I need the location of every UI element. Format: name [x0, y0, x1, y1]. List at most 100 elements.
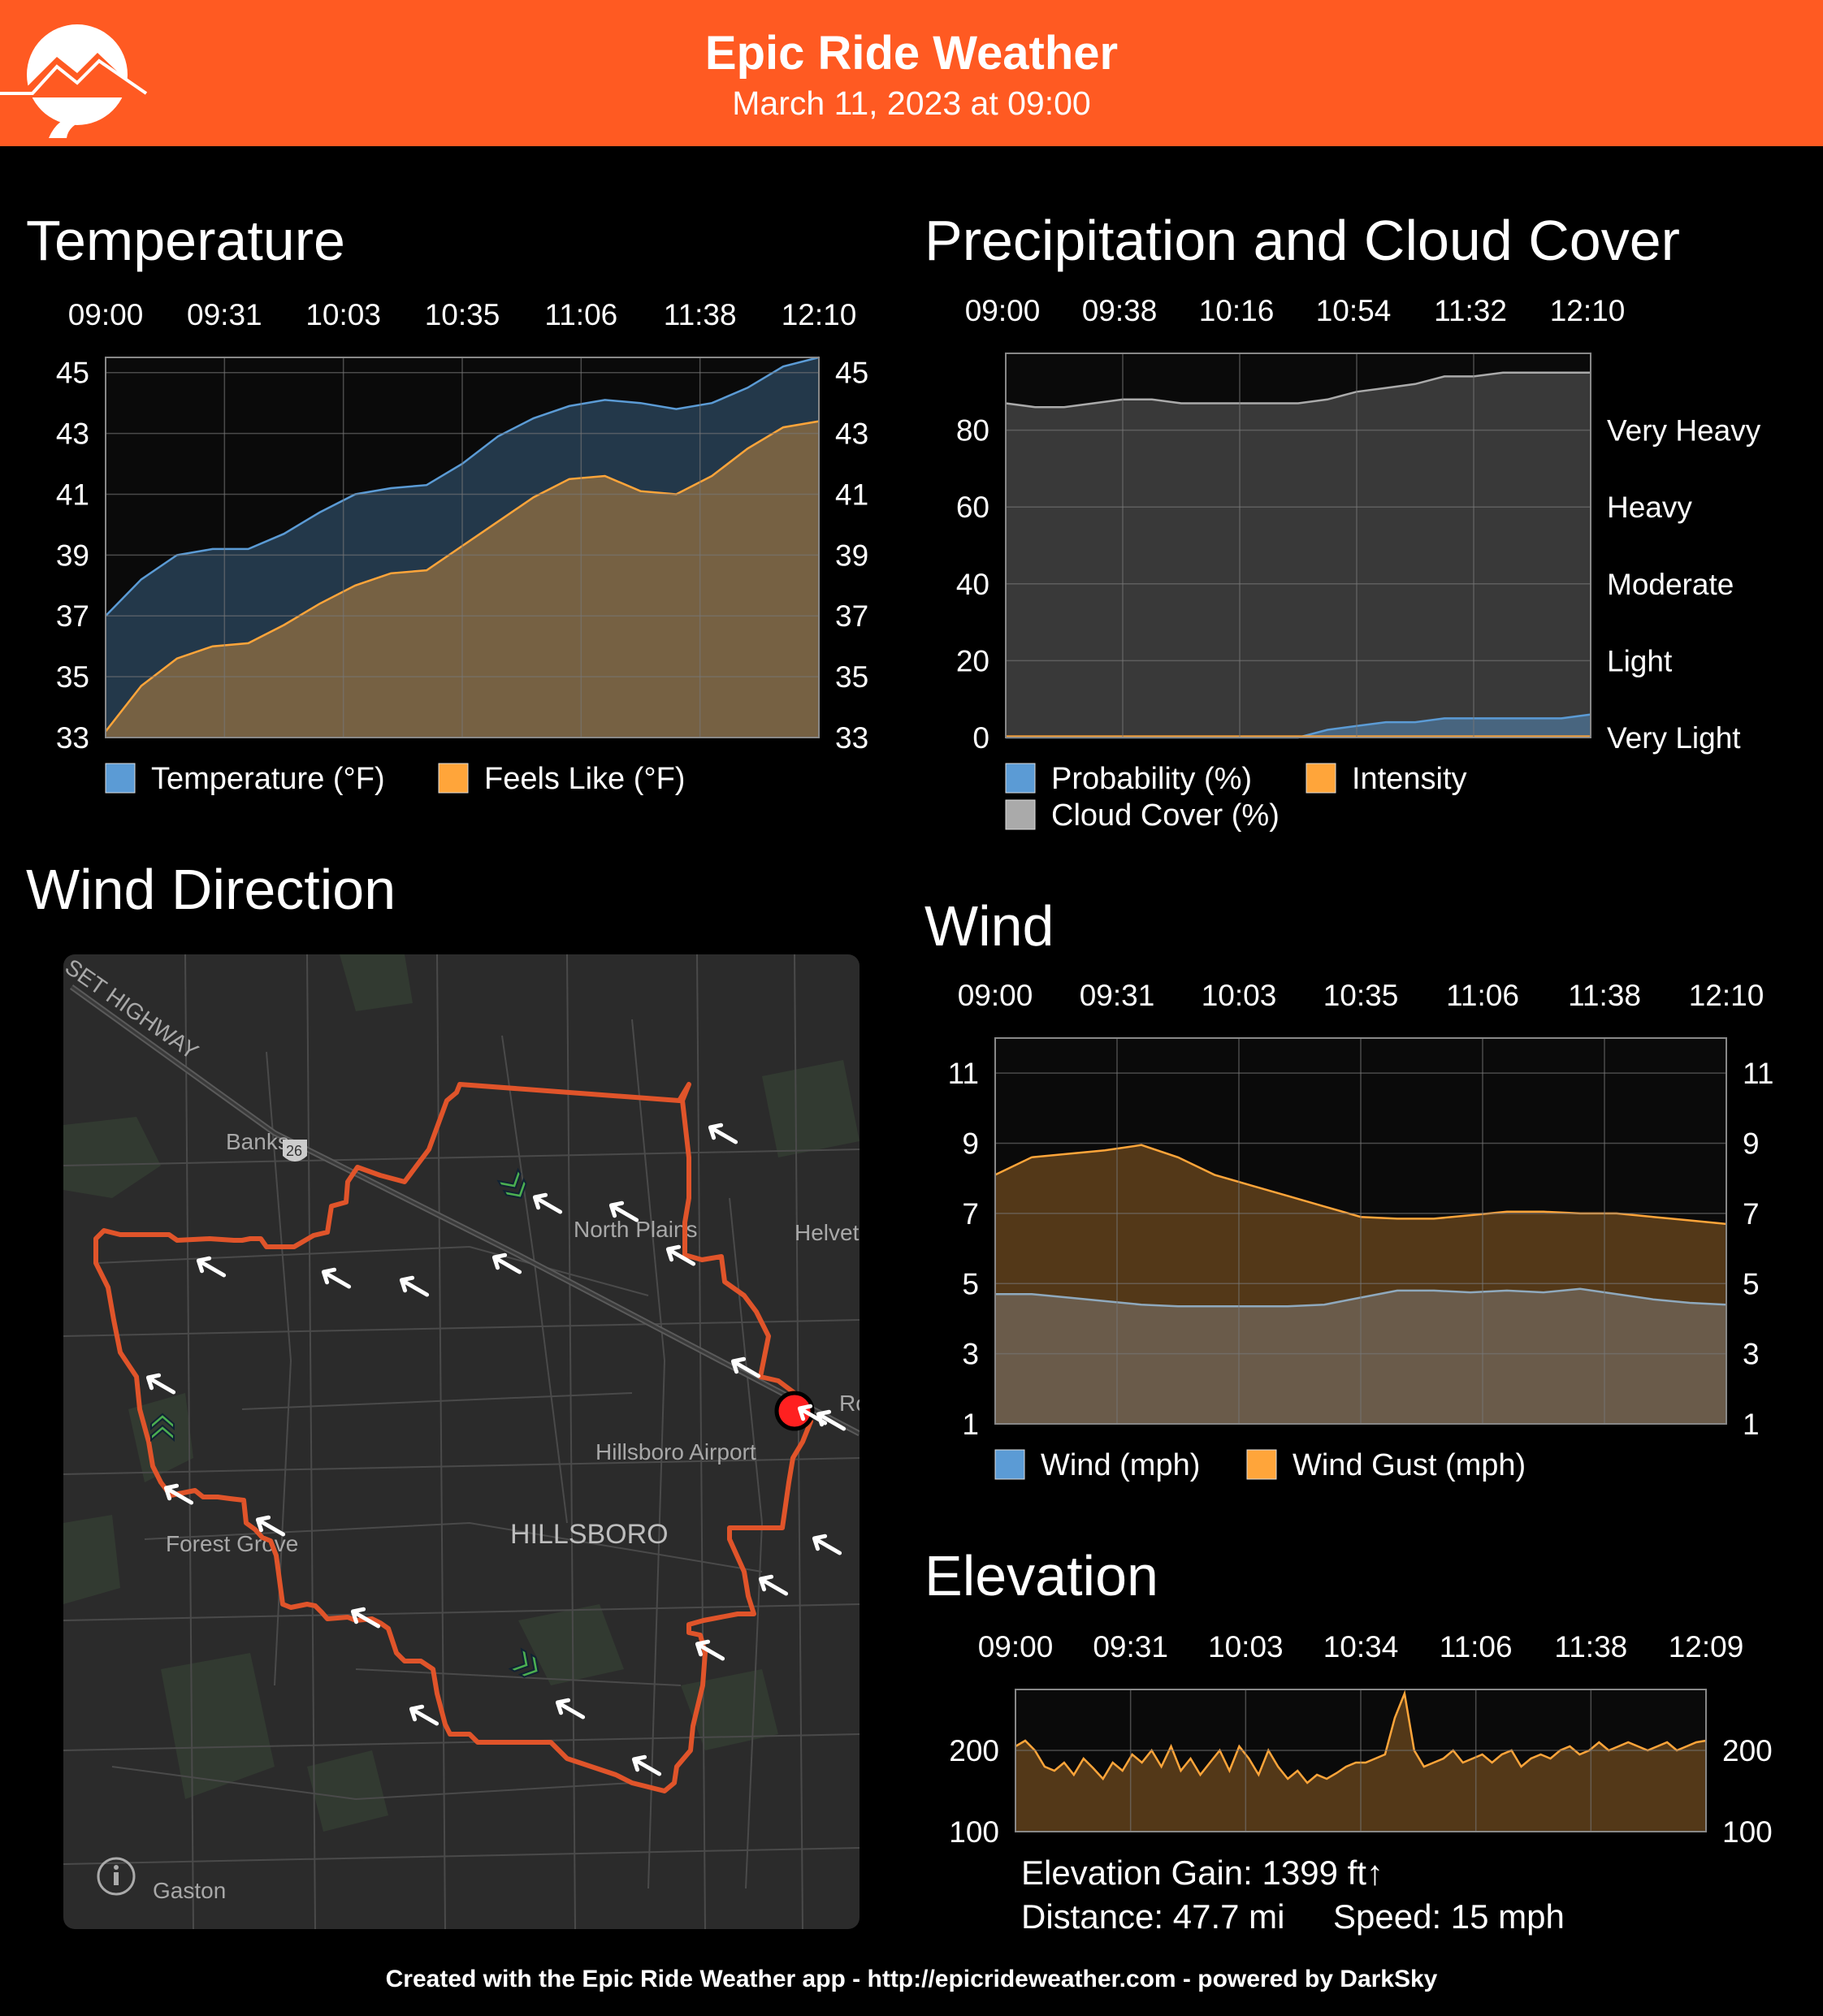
- precipitation-series-2-area: [1006, 372, 1591, 738]
- precipitation-frame: [1005, 353, 1591, 738]
- wind-legend-label: Wind Gust (mph): [1293, 1448, 1526, 1482]
- wind-y-tick-right: 11: [1743, 1057, 1773, 1090]
- precipitation-y-tick-right: Light: [1607, 644, 1673, 677]
- precipitation-x-tick: 11:32: [1434, 294, 1507, 327]
- ride-distance: Distance: 47.7 mi: [1021, 1897, 1285, 1936]
- wind-x-tick: 10:35: [1323, 979, 1399, 1012]
- temperature-y-tick-right: 43: [835, 417, 868, 451]
- wind-arrow-icon: [555, 1698, 586, 1720]
- precipitation-legend-label: Cloud Cover (%): [1051, 798, 1280, 833]
- wind-legend-swatch: [994, 1449, 1025, 1480]
- precipitation-title: Precipitation and Cloud Cover: [924, 209, 1680, 272]
- elevation-gain: Elevation Gain: 1399 ft↑: [1021, 1854, 1383, 1892]
- precipitation-legend-label: Intensity: [1352, 762, 1467, 796]
- precipitation-x-tick: 10:16: [1199, 294, 1275, 327]
- wind-arrow-icon: [399, 1275, 430, 1297]
- route-shield-icon: 26: [283, 1140, 307, 1162]
- precipitation-y-tick-left: 40: [956, 568, 989, 601]
- wind-arrow-icon: [321, 1267, 352, 1289]
- temperature-x-tick: 10:03: [305, 298, 381, 331]
- temperature-y-tick-left: 33: [56, 721, 89, 755]
- elevation-x-tick: 10:34: [1323, 1630, 1399, 1663]
- wind-y-tick-left: 3: [962, 1338, 979, 1371]
- temperature-y-tick-left: 41: [56, 478, 89, 511]
- wind-legend-swatch: [1246, 1449, 1277, 1480]
- helvetia-label: Helvet: [795, 1220, 860, 1245]
- forest-grove-label: Forest Grove: [166, 1531, 298, 1556]
- wind-arrow-icon: [145, 1373, 176, 1395]
- wind-direction-map[interactable]: SET HIGHWAY Banks 26 North Plains Helvet…: [63, 954, 860, 1929]
- temperature-y-tick-left: 45: [56, 357, 89, 390]
- wind-legend-label: Wind (mph): [1041, 1448, 1200, 1482]
- wind-y-tick-left: 11: [948, 1057, 979, 1090]
- wind-y-tick-right: 5: [1743, 1267, 1760, 1300]
- elevation-x-tick: 11:06: [1440, 1630, 1513, 1663]
- wind-direction-title: Wind Direction: [26, 858, 396, 921]
- temperature-y-tick-right: 35: [835, 660, 868, 694]
- map-canvas: SET HIGHWAY Banks 26 North Plains Helvet…: [63, 954, 860, 1929]
- precipitation-legend-swatch: [1005, 763, 1036, 794]
- report-date: March 11, 2023 at 09:00: [732, 84, 1091, 122]
- wind-y-tick-right: 7: [1743, 1197, 1760, 1231]
- wind-arrow-icon: [708, 1123, 738, 1144]
- temperature-y-tick-right: 41: [835, 478, 868, 511]
- wind-y-tick-right: 9: [1743, 1127, 1760, 1161]
- elevation-x-tick: 09:31: [1093, 1630, 1168, 1663]
- temperature-y-tick-right: 39: [835, 539, 868, 572]
- info-icon[interactable]: [97, 1857, 136, 1896]
- temperature-legend-swatch: [438, 763, 469, 794]
- temperature-frame: [105, 357, 820, 738]
- wind-arrow-icon: [631, 1754, 662, 1776]
- precipitation-x-tick: 10:54: [1316, 294, 1392, 327]
- elevation-y-tick-left: 200: [949, 1734, 999, 1767]
- wind-frame: [994, 1037, 1727, 1425]
- wind-arrow-icon: [409, 1704, 440, 1726]
- precipitation-y-tick-right: Very Heavy: [1607, 414, 1761, 448]
- elevation-y-tick-right: 200: [1722, 1734, 1773, 1767]
- hillsboro-label: HILLSBORO: [510, 1519, 669, 1550]
- wind-y-tick-left: 1: [962, 1408, 979, 1441]
- footer-credit: Created with the Epic Ride Weather app -…: [385, 1966, 1438, 1992]
- wind-y-tick-left: 9: [962, 1127, 979, 1161]
- climb-chevron-icon: [496, 1167, 527, 1199]
- precipitation-x-tick: 09:00: [965, 294, 1041, 327]
- app-header: Epic Ride Weather March 11, 2023 at 09:0…: [0, 0, 1823, 146]
- highway-label: SET HIGHWAY: [63, 954, 203, 1064]
- mountain-road-icon: [0, 24, 148, 138]
- wind-arrow-icon: [695, 1639, 725, 1661]
- temperature-title: Temperature: [26, 209, 345, 272]
- temperature-legend-label: Feels Like (°F): [484, 762, 685, 796]
- elevation-x-tick: 09:00: [978, 1630, 1054, 1663]
- climb-chevron-icon: [508, 1647, 539, 1678]
- temperature-x-tick: 09:31: [187, 298, 262, 331]
- elevation-y-tick-left: 100: [949, 1815, 999, 1849]
- wind-arrow-icon: [350, 1607, 381, 1629]
- wind-x-tick: 10:03: [1202, 979, 1277, 1012]
- temperature-y-tick-left: 35: [56, 660, 89, 694]
- route-shield-number: 26: [286, 1143, 302, 1159]
- wind-arrow-icon: [255, 1515, 286, 1537]
- elevation-x-tick: 10:03: [1208, 1630, 1284, 1663]
- precipitation-y-tick-left: 0: [972, 721, 989, 755]
- wind-y-tick-right: 1: [1743, 1408, 1760, 1441]
- temperature-x-tick: 09:00: [68, 298, 144, 331]
- precipitation-legend-swatch: [1005, 799, 1036, 830]
- temperature-x-tick: 11:06: [544, 298, 617, 331]
- temperature-x-tick: 12:10: [782, 298, 857, 331]
- temperature-y-tick-right: 37: [835, 599, 868, 633]
- wind-x-tick: 09:31: [1080, 979, 1155, 1012]
- elevation-x-tick: 12:09: [1669, 1630, 1744, 1663]
- wind-arrow-icon: [196, 1256, 227, 1278]
- precipitation-y-tick-left: 20: [956, 644, 989, 677]
- elevation-title: Elevation: [924, 1544, 1158, 1607]
- airport-label: Hillsboro Airport: [595, 1439, 756, 1464]
- wind-arrow-icon: [730, 1356, 761, 1378]
- precipitation-y-tick-right: Moderate: [1607, 568, 1734, 601]
- precipitation-legend-swatch: [1306, 763, 1336, 794]
- wind-arrow-icon: [812, 1534, 842, 1555]
- precipitation-x-tick: 12:10: [1550, 294, 1626, 327]
- temperature-legend-swatch: [105, 763, 136, 794]
- climb-chevron-icon: [150, 1412, 175, 1443]
- wind-y-tick-left: 7: [962, 1197, 979, 1231]
